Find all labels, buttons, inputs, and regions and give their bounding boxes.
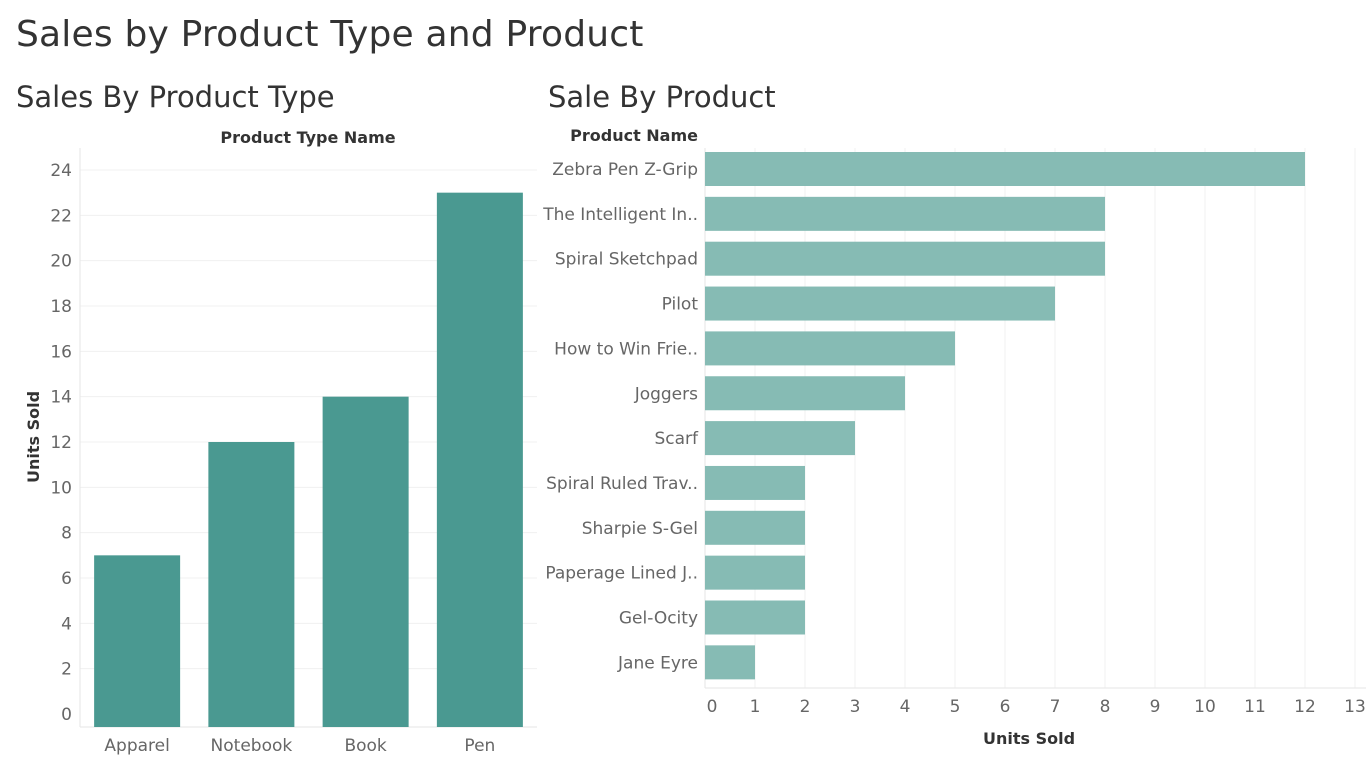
y-axis-title: Units Sold bbox=[24, 391, 43, 483]
bar-spiral-sketchpad bbox=[705, 241, 1105, 276]
y-tick-label: 6 bbox=[61, 569, 72, 589]
x-tick-label: 4 bbox=[900, 697, 911, 717]
x-tick-label: Pen bbox=[464, 736, 495, 756]
y-tick-label: 20 bbox=[50, 252, 72, 272]
x-tick-label: 11 bbox=[1244, 697, 1266, 717]
y-tick-label: The Intelligent In.. bbox=[542, 205, 698, 225]
y-tick-label: Joggers bbox=[634, 384, 698, 404]
y-tick-label: 0 bbox=[61, 705, 72, 725]
y-tick-label: 8 bbox=[61, 524, 72, 544]
x-tick-label: 5 bbox=[950, 697, 961, 717]
y-tick-label: 22 bbox=[50, 206, 72, 226]
bar-apparel bbox=[94, 555, 181, 727]
y-tick-label: 4 bbox=[61, 614, 72, 634]
x-tick-label: 3 bbox=[850, 697, 861, 717]
x-tick-label: Notebook bbox=[211, 736, 293, 756]
y-tick-label: 14 bbox=[50, 388, 72, 408]
x-header-label: Product Type Name bbox=[220, 128, 395, 147]
y-tick-label: Paperage Lined J.. bbox=[545, 564, 698, 584]
bar-joggers bbox=[705, 376, 905, 411]
y-tick-label: How to Win Frie.. bbox=[554, 339, 698, 359]
bar-how-to-win-frie bbox=[705, 331, 955, 366]
bar-pilot bbox=[705, 286, 1055, 321]
y-tick-label: Scarf bbox=[654, 429, 699, 449]
bar-book bbox=[322, 396, 409, 727]
bar-notebook bbox=[208, 442, 295, 727]
y-tick-label: 16 bbox=[50, 342, 72, 362]
x-tick-label: 2 bbox=[800, 697, 811, 717]
x-tick-label: 7 bbox=[1050, 697, 1061, 717]
x-tick-label: Apparel bbox=[104, 736, 169, 756]
product-type-bar-chart: Product Type Name024681012141618202224Ap… bbox=[24, 128, 537, 756]
y-tick-label: Pilot bbox=[662, 295, 699, 315]
dashboard-title: Sales by Product Type and Product bbox=[16, 14, 644, 55]
product-type-chart-title: Sales By Product Type bbox=[16, 80, 335, 114]
y-tick-label: Zebra Pen Z-Grip bbox=[552, 160, 698, 180]
y-tick-label: 24 bbox=[50, 161, 72, 181]
bar-zebra-pen-z-grip bbox=[705, 152, 1305, 186]
x-tick-label: 9 bbox=[1150, 697, 1161, 717]
x-tick-label: 6 bbox=[1000, 697, 1011, 717]
y-tick-label: Gel-Ocity bbox=[619, 609, 698, 629]
y-tick-label: 12 bbox=[50, 433, 72, 453]
y-tick-label: 2 bbox=[61, 660, 72, 680]
x-axis-title: Units Sold bbox=[983, 729, 1075, 748]
y-tick-label: 18 bbox=[50, 297, 72, 317]
x-tick-label: 1 bbox=[750, 697, 761, 717]
bar-pen bbox=[436, 192, 523, 727]
product-chart-title: Sale By Product bbox=[548, 80, 776, 114]
bar-spiral-ruled-trav bbox=[705, 465, 805, 500]
y-tick-label: Sharpie S-Gel bbox=[582, 519, 698, 539]
y-tick-label: Jane Eyre bbox=[617, 653, 698, 673]
bar-scarf bbox=[705, 421, 855, 456]
bar-jane-eyre bbox=[705, 645, 755, 680]
y-header-label: Product Name bbox=[570, 126, 698, 145]
bar-paperage-lined-j bbox=[705, 555, 805, 590]
y-tick-label: 10 bbox=[50, 478, 72, 498]
y-tick-label: Spiral Sketchpad bbox=[555, 250, 698, 270]
x-tick-label: 12 bbox=[1294, 697, 1316, 717]
bar-gel-ocity bbox=[705, 600, 805, 635]
x-tick-label: 13 bbox=[1344, 697, 1366, 717]
x-tick-label: Book bbox=[344, 736, 386, 756]
x-tick-label: 8 bbox=[1100, 697, 1111, 717]
x-tick-label: 0 bbox=[707, 697, 718, 717]
bar-sharpie-s-gel bbox=[705, 510, 805, 545]
bar-the-intelligent-in bbox=[705, 196, 1105, 231]
y-tick-label: Spiral Ruled Trav.. bbox=[546, 474, 698, 494]
x-tick-label: 10 bbox=[1194, 697, 1216, 717]
